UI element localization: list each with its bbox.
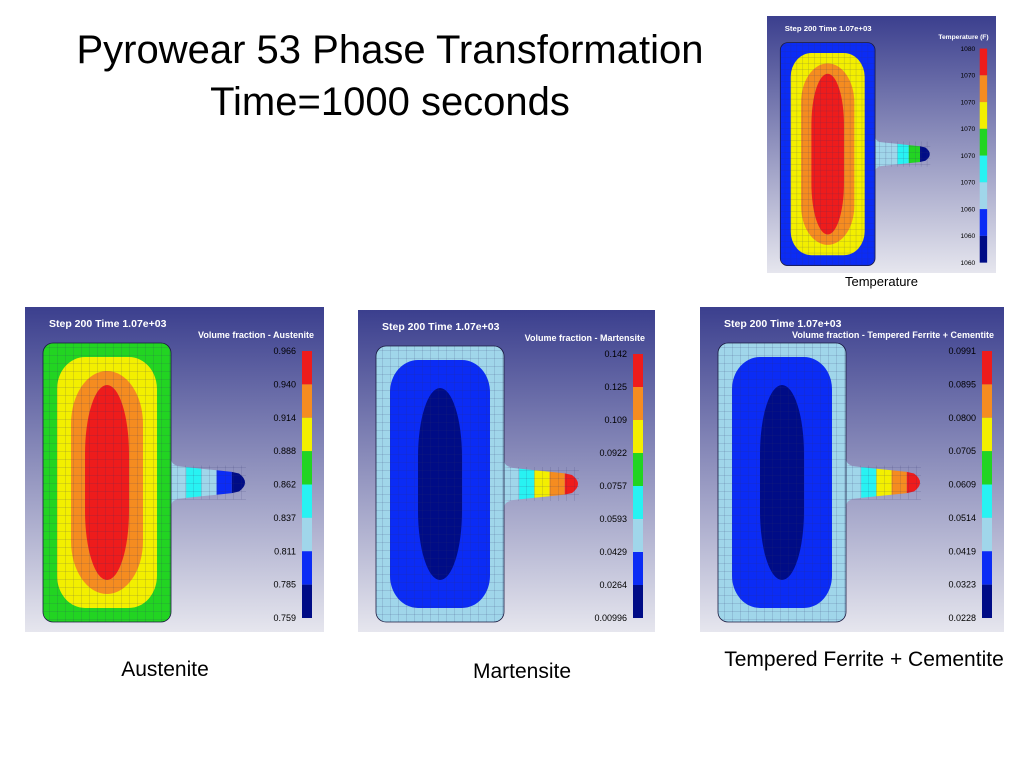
legend-swatch: [633, 354, 643, 387]
color-legend: 1080 1070 1070 1070 1070 1070 1060 1060 1060: [960, 46, 988, 267]
step-label: Step 200 Time 1.07e+03: [785, 24, 873, 33]
legend-tick-label: 0.0991: [948, 346, 976, 356]
legend-tick-label: 0.759: [273, 613, 296, 623]
temperature-plot: Step 200 Time 1.07e+03 Temperature (F) 108…: [767, 16, 996, 273]
title-line-1: Pyrowear 53 Phase Transformation: [76, 28, 704, 72]
legend-swatch: [633, 552, 643, 585]
legend-tick-label: 0.0895: [948, 379, 976, 389]
legend-title: Temperature (F): [938, 34, 988, 41]
legend-tick-label: 0.0419: [948, 546, 976, 556]
legend-swatch: [633, 486, 643, 519]
legend-tick-label: 0.0228: [948, 613, 976, 623]
legend-swatch: [979, 102, 988, 129]
martensite-caption: Martensite: [472, 660, 572, 683]
legend-swatch: [633, 387, 643, 420]
legend-swatch: [302, 517, 312, 552]
legend-title: Volume fraction - Martensite: [525, 333, 645, 343]
martensite-svg: Step 200 Time 1.07e+03 Volume fraction - …: [358, 310, 655, 632]
color-legend: 0.0991 0.0895 0.0800 0.0705 0.0609 0.0514 0.04…: [948, 346, 992, 623]
legend-tick-label: 0.811: [274, 546, 296, 556]
legend-tick-label: 0.940: [273, 379, 296, 389]
legend-title: Volume fraction - Tempered Ferrite + Cem…: [792, 330, 994, 340]
legend-tick-label: 1070: [960, 180, 975, 187]
legend-tick-label: 0.837: [273, 513, 296, 523]
legend-swatch: [633, 585, 643, 618]
legend-tick-label: 0.888: [273, 446, 296, 456]
legend-tick-label: 0.125: [604, 382, 627, 392]
legend-tick-label: 1070: [960, 73, 975, 80]
legend-tick-label: 0.0429: [599, 547, 627, 557]
legend-tick-label: 0.00996: [594, 613, 627, 623]
slide-title: Pyrowear 53 Phase Transformation Time=10…: [20, 24, 760, 128]
legend-swatch: [979, 155, 988, 183]
part-outline: [375, 345, 505, 623]
austenite-caption: Austenite: [121, 658, 209, 681]
part-outline: [717, 342, 847, 623]
legend-swatch: [979, 75, 988, 103]
legend-swatch: [302, 417, 312, 452]
legend-swatch: [982, 451, 992, 485]
legend-tick-label: 1080: [960, 46, 975, 53]
legend-swatch: [302, 351, 312, 385]
legend-tick-label: 0.0757: [599, 481, 627, 491]
legend-swatch: [982, 351, 992, 385]
legend-tick-label: 0.966: [273, 346, 296, 356]
legend-swatch: [633, 420, 643, 453]
legend-tick-label: 1070: [960, 99, 975, 106]
legend-swatch: [979, 48, 988, 76]
legend-tick-label: 0.142: [604, 349, 627, 359]
legend-tick-label: 1060: [960, 260, 975, 267]
color-legend: 0.966 0.940 0.914 0.888 0.862 0.837 0.811 0.785…: [273, 346, 312, 623]
legend-tick-label: 0.0922: [599, 448, 627, 458]
part-outline: [779, 42, 876, 267]
legend-tick-label: 0.0593: [599, 514, 627, 524]
part-outline: [42, 342, 172, 623]
tempered-ferrite-caption: Tempered Ferrite + Cementite: [724, 648, 1004, 671]
legend-swatch: [979, 128, 988, 156]
legend-tick-label: 0.914: [273, 413, 296, 423]
step-label: Step 200 Time 1.07e+03: [382, 321, 500, 333]
legend-swatch: [302, 451, 312, 485]
title-line-2: Time=1000 seconds: [210, 80, 570, 124]
temperature-svg: Step 200 Time 1.07e+03 Temperature (F) 108…: [767, 16, 996, 273]
legend-swatch: [302, 551, 312, 585]
legend-title: Volume fraction - Austenite: [198, 330, 314, 340]
legend-tick-label: 0.0609: [948, 480, 976, 490]
legend-swatch: [979, 235, 988, 263]
martensite-plot: Step 200 Time 1.07e+03 Volume fraction - …: [358, 310, 655, 632]
legend-swatch: [633, 519, 643, 552]
austenite-plot: Step 200 Time 1.07e+03 Volume fraction - …: [25, 307, 324, 632]
legend-swatch: [982, 517, 992, 552]
legend-tick-label: 0.0264: [599, 580, 627, 590]
legend-tick-label: 0.0705: [948, 446, 976, 456]
austenite-svg: Step 200 Time 1.07e+03 Volume fraction - …: [25, 307, 324, 632]
legend-tick-label: 0.0800: [948, 413, 976, 423]
legend-swatch: [979, 209, 988, 236]
legend-swatch: [982, 551, 992, 585]
legend-swatch: [982, 417, 992, 452]
step-label: Step 200 Time 1.07e+03: [724, 318, 842, 330]
temperature-caption: Temperature: [845, 274, 918, 289]
legend-swatch: [982, 384, 992, 418]
legend-tick-label: 1060: [960, 206, 975, 213]
legend-swatch: [982, 584, 992, 618]
legend-tick-label: 0.0323: [948, 580, 976, 590]
legend-swatch: [979, 182, 988, 210]
legend-tick-label: 1060: [960, 233, 975, 240]
legend-tick-label: 0.109: [604, 415, 627, 425]
color-legend: 0.142 0.125 0.109 0.0922 0.0757 0.0593 0.0429 0…: [594, 349, 643, 623]
legend-swatch: [302, 584, 312, 618]
legend-tick-label: 1070: [960, 126, 975, 133]
legend-swatch: [633, 453, 643, 486]
legend-swatch: [982, 484, 992, 518]
legend-swatch: [302, 384, 312, 418]
legend-swatch: [302, 484, 312, 518]
legend-tick-label: 0.0514: [948, 513, 976, 523]
legend-tick-label: 0.785: [273, 580, 296, 590]
tempered-ferrite-plot: Step 200 Time 1.07e+03 Volume fraction - …: [700, 307, 1004, 632]
step-label: Step 200 Time 1.07e+03: [49, 318, 167, 330]
legend-tick-label: 1070: [960, 153, 975, 160]
legend-tick-label: 0.862: [273, 480, 296, 490]
